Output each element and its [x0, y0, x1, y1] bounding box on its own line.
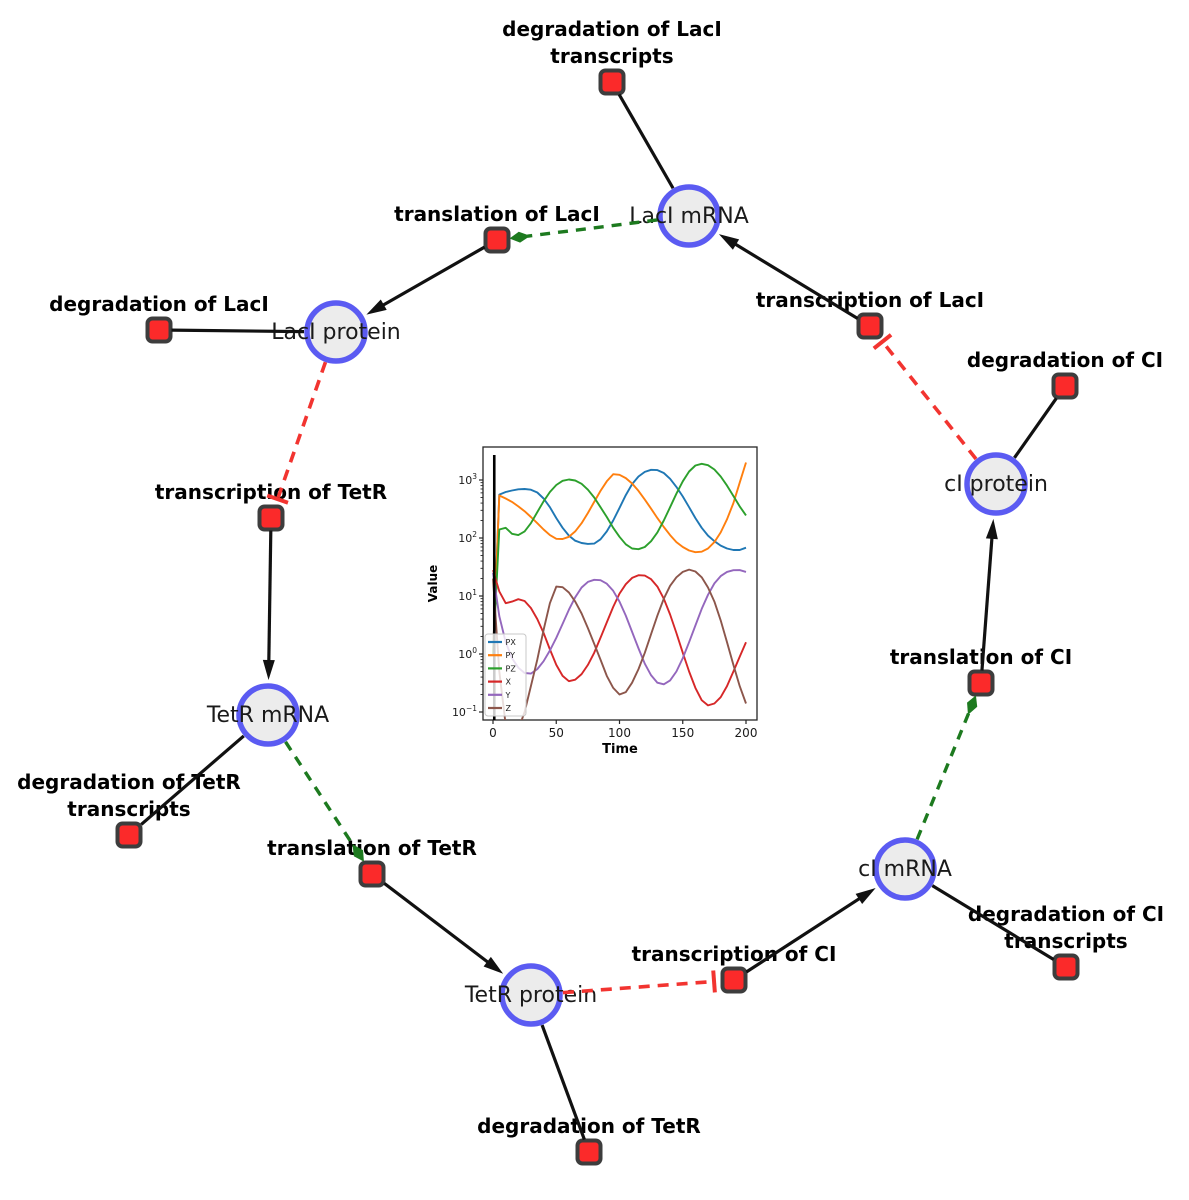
species-node-tetr_mrna: [236, 683, 300, 747]
edge-production-tl_laci-laci_protein: [366, 245, 486, 315]
edge-production-tx_tetr-tetr_mrna: [262, 530, 275, 681]
reaction-node-deg_ci_tx: [1052, 953, 1080, 981]
edge-inhibition-ci_protein-tx_laci: [872, 333, 978, 461]
y-axis-tick-label: 100: [458, 646, 477, 661]
reaction-node-deg_tetr_tx: [115, 821, 143, 849]
reaction-node-tx_laci: [856, 312, 884, 340]
edge-consumption-laci_protein-deg_laci: [171, 328, 305, 334]
x-axis-tick-label: 150: [671, 726, 694, 740]
legend-label-X: X: [506, 678, 512, 687]
species-label-tetr_mrna: TetR mRNA: [206, 703, 329, 728]
reaction-label-deg_tetr: degradation of TetR: [477, 1114, 701, 1138]
reaction-node-deg_laci_tx: [598, 68, 626, 96]
species-label-laci_mrna: LacI mRNA: [629, 204, 749, 229]
chart-series-X: [492, 569, 747, 707]
edge-inhibition-tetr_protein-tx_ci: [562, 970, 717, 995]
edge-consumption-ci_mrna-deg_ci_tx: [931, 884, 1055, 961]
legend-label-PZ: PZ: [506, 664, 517, 673]
x-axis-tick-label: 50: [549, 726, 564, 740]
reaction-label-tx_tetr: transcription of TetR: [155, 480, 387, 504]
chart-series-PX: [492, 468, 747, 655]
reaction-label-deg_ci_tx: degradation of CI: [968, 902, 1164, 926]
reaction-node-tx_ci: [720, 966, 748, 994]
legend-label-PY: PY: [506, 651, 516, 660]
y-axis-tick-label: 103: [458, 472, 477, 487]
reaction-label-tl_laci: translation of LacI: [394, 202, 600, 226]
reaction-label-deg_laci_tx: degradation of LacI: [502, 17, 722, 41]
reaction-label-deg_ci: degradation of CI: [967, 348, 1163, 372]
species-node-ci_mrna: [873, 837, 937, 901]
chart-series-PY: [492, 462, 747, 655]
reaction-label-deg_tetr_tx: degradation of TetR: [17, 770, 241, 794]
species-label-tetr_protein: TetR protein: [464, 983, 597, 1008]
y-axis-title: Value: [426, 565, 440, 603]
reaction-node-deg_tetr: [575, 1138, 603, 1166]
edge-production-tx_ci-ci_mrna: [745, 888, 876, 974]
edge-modifier-laci_mrna-tl_laci: [509, 218, 658, 243]
species-label-ci_mrna: cI mRNA: [858, 857, 952, 882]
reaction-node-deg_ci: [1051, 372, 1079, 400]
legend-label-PX: PX: [506, 638, 517, 647]
y-axis-tick-label: 101: [458, 588, 477, 603]
legend-label-Z: Z: [506, 704, 512, 713]
species-node-ci_protein: [964, 452, 1028, 516]
edge-consumption-tetr_protein-deg_tetr: [540, 1024, 586, 1141]
chart-legend: PX PY PZ XYZ: [484, 633, 527, 717]
x-axis-tick-label: 100: [608, 726, 631, 740]
edge-inhibition-laci_protein-tx_tetr: [266, 361, 328, 505]
edge-production-tl_tetr-tetr_protein: [383, 882, 504, 974]
x-axis-tick-label: 0: [489, 726, 497, 740]
reaction-label-deg_laci: degradation of LacI: [49, 292, 269, 316]
reaction-label-tx_ci: transcription of CI: [632, 942, 837, 966]
reaction-label-tx_laci: transcription of LacI: [756, 288, 984, 312]
edge-modifier-tetr_mrna-tl_tetr: [284, 740, 364, 862]
reaction-label-deg_laci_tx: transcripts: [550, 44, 673, 68]
x-axis-tick-label: 200: [735, 726, 758, 740]
reaction-node-tl_laci: [483, 226, 511, 254]
nodes-layer: [115, 68, 1080, 1166]
edge-modifier-ci_mrna-tl_ci: [915, 695, 978, 841]
species-node-laci_protein: [304, 300, 368, 364]
edge-production-tl_ci-ci_protein: [980, 518, 998, 671]
y-axis-tick-label: 102: [458, 530, 477, 545]
reaction-node-tl_ci: [967, 669, 995, 697]
reaction-node-tl_tetr: [358, 860, 386, 888]
edge-production-tx_laci-laci_mrna: [718, 234, 859, 320]
edges-layer: [140, 93, 1058, 1141]
species-node-tetr_protein: [499, 963, 563, 1027]
reaction-node-tx_tetr: [257, 504, 285, 532]
edge-consumption-tetr_mrna-deg_tetr_tx: [140, 734, 245, 826]
chart-series-PZ: [492, 462, 747, 655]
legend-label-Y: Y: [505, 691, 511, 700]
chart-series-Z: [492, 568, 747, 720]
species-node-laci_mrna: [657, 184, 721, 248]
edge-consumption-ci_protein-deg_ci: [1013, 397, 1058, 459]
reaction-label-tl_tetr: translation of TetR: [267, 836, 477, 860]
y-axis-tick-label: 10−1: [452, 704, 477, 719]
reaction-label-deg_tetr_tx: transcripts: [67, 797, 190, 821]
x-axis-title: Time: [602, 742, 638, 757]
reaction-node-deg_laci: [145, 316, 173, 344]
edge-consumption-laci_mrna-deg_laci_tx: [617, 93, 675, 190]
species-label-ci_protein: cI protein: [944, 472, 1048, 497]
